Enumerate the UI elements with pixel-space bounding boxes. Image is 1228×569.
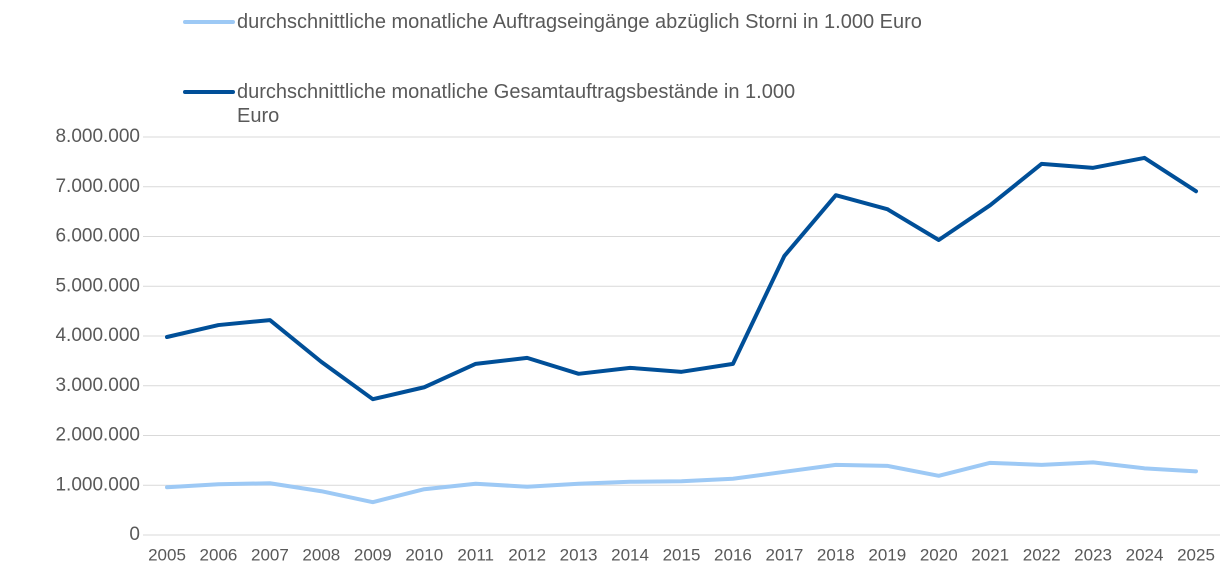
y-tick-label: 8.000.000 bbox=[55, 126, 140, 147]
legend-label: durchschnittliche monatliche Gesamtauftr… bbox=[237, 81, 796, 127]
x-tick-label: 2022 bbox=[1023, 545, 1061, 564]
x-tick-label: 2011 bbox=[457, 545, 494, 564]
x-tick-label: 2015 bbox=[663, 545, 701, 564]
x-tick-label: 2013 bbox=[560, 545, 598, 564]
y-tick-label: 0 bbox=[129, 524, 140, 545]
x-tick-label: 2005 bbox=[148, 545, 186, 564]
series-line bbox=[165, 155, 1198, 402]
legend-swatch bbox=[183, 90, 235, 94]
x-tick-label: 2021 bbox=[971, 545, 1009, 564]
x-tick-label: 2024 bbox=[1126, 545, 1164, 564]
x-tick-label: 2007 bbox=[251, 545, 289, 564]
legend-label: durchschnittliche monatliche Auftragsein… bbox=[237, 11, 922, 33]
y-tick-label: 2.000.000 bbox=[55, 425, 140, 446]
y-tick-label: 5.000.000 bbox=[55, 275, 140, 296]
x-tick-label: 2023 bbox=[1074, 545, 1112, 564]
x-tick-label: 2020 bbox=[920, 545, 958, 564]
x-tick-label: 2016 bbox=[714, 545, 752, 564]
legend-entry: durchschnittliche monatliche Auftragsein… bbox=[183, 10, 1133, 34]
x-tick-label: 2019 bbox=[868, 545, 906, 564]
x-tick-label: 2017 bbox=[765, 545, 803, 564]
x-tick-label: 2012 bbox=[508, 545, 546, 564]
legend-swatch bbox=[183, 20, 235, 24]
x-tick-label: 2010 bbox=[405, 545, 443, 564]
series-line bbox=[165, 460, 1198, 505]
x-tick-label: 2008 bbox=[302, 545, 340, 564]
x-tick-label: 2018 bbox=[817, 545, 855, 564]
x-tick-label: 2006 bbox=[200, 545, 238, 564]
y-tick-label: 3.000.000 bbox=[55, 375, 140, 396]
x-tick-label: 2025 bbox=[1177, 545, 1215, 564]
y-tick-label: 4.000.000 bbox=[55, 325, 140, 346]
y-tick-label: 1.000.000 bbox=[55, 474, 140, 495]
y-tick-label: 6.000.000 bbox=[55, 226, 140, 247]
y-tick-label: 7.000.000 bbox=[55, 176, 140, 197]
x-tick-label: 2009 bbox=[354, 545, 392, 564]
x-tick-label: 2014 bbox=[611, 545, 649, 564]
legend-entry: durchschnittliche monatliche Gesamtauftr… bbox=[183, 80, 833, 128]
